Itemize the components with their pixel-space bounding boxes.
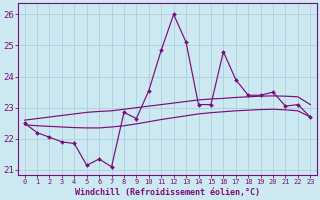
X-axis label: Windchill (Refroidissement éolien,°C): Windchill (Refroidissement éolien,°C) xyxy=(75,188,260,197)
